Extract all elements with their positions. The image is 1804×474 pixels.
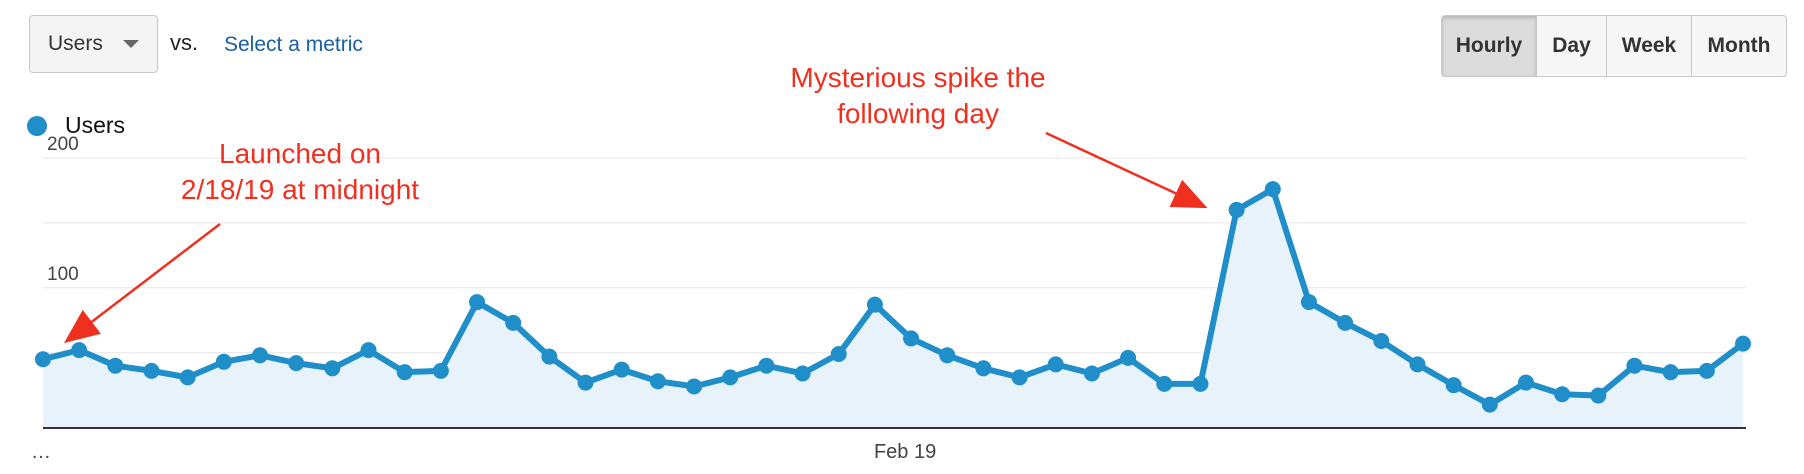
launch-annotation-line-1: Launched on: [219, 138, 381, 169]
data-point: [505, 314, 522, 331]
data-point: [939, 347, 956, 364]
launch-annotation-arrow: [64, 223, 221, 344]
data-point: [1011, 369, 1028, 386]
data-point: [1698, 362, 1715, 379]
data-point: [179, 369, 196, 386]
data-point: [469, 294, 486, 311]
data-point: [866, 296, 883, 313]
data-point: [1120, 349, 1137, 366]
x-tick-label: Feb 19: [874, 441, 936, 463]
spike-annotation-arrow: [1045, 131, 1208, 209]
vs-label: vs.: [170, 30, 199, 55]
data-point: [613, 361, 630, 378]
primary-metric-label: Users: [48, 32, 103, 55]
launch-annotation: Launched on 2/18/19 at midnight: [150, 136, 450, 208]
data-point: [1337, 314, 1354, 331]
data-point: [1156, 375, 1173, 392]
select-metric-link[interactable]: Select a metric: [224, 33, 363, 56]
data-point: [360, 342, 377, 359]
data-point: [143, 362, 160, 379]
data-point: [1083, 365, 1100, 382]
spike-annotation: Mysterious spike the following day: [748, 60, 1088, 132]
data-point: [71, 342, 88, 359]
data-point: [903, 330, 920, 347]
y-tick-label: 200: [47, 134, 79, 155]
launch-annotation-line-2: 2/18/19 at midnight: [180, 174, 420, 205]
data-point: [1517, 374, 1534, 391]
data-point: [35, 351, 51, 368]
data-point: [1590, 387, 1607, 404]
spike-annotation-line-2: following day: [837, 98, 999, 129]
area-fill: [43, 189, 1743, 428]
data-point: [252, 347, 269, 364]
data-point: [1662, 364, 1679, 381]
data-point: [722, 369, 739, 386]
y-tick-label: 100: [47, 264, 79, 285]
primary-metric-dropdown[interactable]: Users: [29, 15, 158, 73]
data-point: [1192, 375, 1209, 392]
chart-legend[interactable]: Users: [27, 112, 125, 139]
range-month-button[interactable]: Month: [1707, 34, 1771, 57]
data-point: [1300, 294, 1317, 311]
data-point: [1373, 333, 1390, 350]
data-point: [830, 346, 847, 363]
data-point: [541, 348, 558, 365]
range-hourly-button[interactable]: Hourly: [1442, 16, 1537, 76]
legend-swatch: [27, 115, 47, 136]
data-point: [758, 357, 775, 374]
range-week-button[interactable]: Week: [1607, 16, 1692, 76]
data-point: [794, 365, 811, 382]
chevron-down-icon: [123, 40, 139, 48]
data-point: [324, 360, 341, 377]
data-point: [396, 364, 413, 381]
data-point: [975, 360, 992, 377]
data-point: [1264, 181, 1281, 198]
data-point: [107, 357, 124, 374]
x-tick-label: …: [31, 441, 51, 463]
data-point: [577, 374, 594, 391]
data-point: [649, 373, 666, 390]
spike-annotation-line-1: Mysterious spike the: [790, 62, 1046, 93]
data-point: [1735, 335, 1751, 352]
data-point: [215, 353, 232, 370]
data-point: [1228, 201, 1245, 218]
time-range-toggle: Hourly Day Week Month: [1441, 15, 1787, 77]
data-point: [1626, 357, 1643, 374]
data-point: [1445, 377, 1462, 394]
data-point: [1409, 356, 1426, 373]
data-point: [1554, 386, 1571, 403]
data-point: [432, 362, 449, 379]
data-point: [1481, 396, 1498, 413]
range-day-button[interactable]: Day: [1537, 16, 1607, 76]
legend-label: Users: [65, 112, 126, 138]
data-point: [686, 378, 703, 395]
data-point: [1047, 356, 1064, 373]
data-point: [288, 355, 305, 372]
